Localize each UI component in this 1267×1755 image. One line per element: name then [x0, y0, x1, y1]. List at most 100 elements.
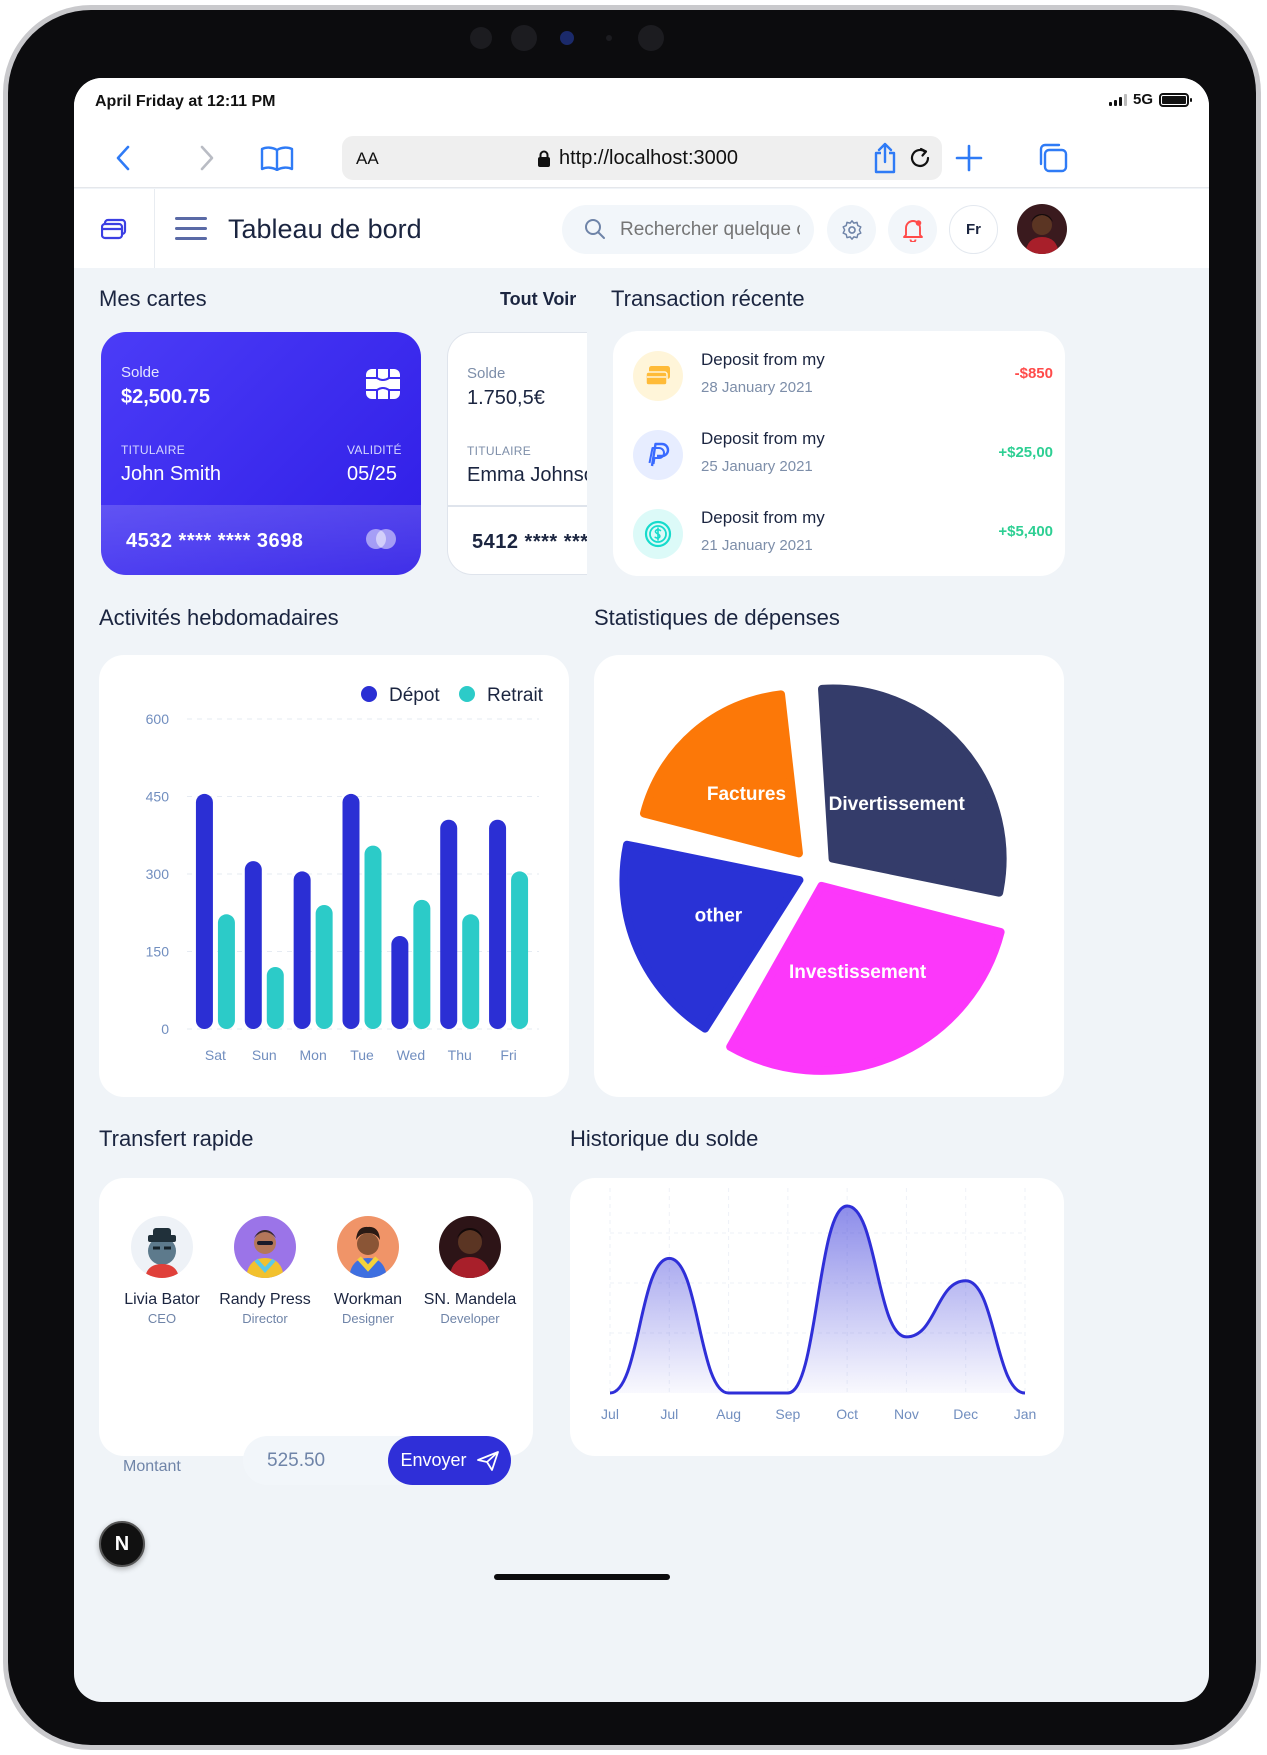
amount-input[interactable]: [267, 1450, 377, 1472]
front-camera: [560, 31, 574, 45]
card-balance: $2,500.75: [121, 386, 210, 408]
bar-retrait[interactable]: [315, 905, 333, 1029]
bar-retrait[interactable]: [462, 914, 480, 1029]
share-icon: [874, 142, 896, 174]
card-holder-label: TITULAIRE: [121, 443, 186, 457]
x-tick-label: Jan: [1014, 1406, 1037, 1422]
x-tick-label: Thu: [448, 1047, 472, 1063]
bar-depot[interactable]: [489, 819, 507, 1029]
card-brand-icon: [366, 529, 396, 549]
bar-depot[interactable]: [244, 861, 262, 1029]
bookmarks-button[interactable]: [255, 136, 299, 180]
dev-indicator-button[interactable]: N: [99, 1521, 145, 1567]
bar-retrait[interactable]: [413, 899, 431, 1029]
credit-card-secondary[interactable]: Solde 1.750,5€ TITULAIRE Emma Johnson 54…: [447, 332, 587, 575]
x-tick-label: Mon: [300, 1047, 327, 1063]
x-tick-label: Nov: [894, 1406, 919, 1422]
settings-button[interactable]: [827, 205, 876, 254]
y-tick-label: 450: [146, 789, 170, 805]
avatar: [234, 1216, 296, 1278]
browser-toolbar: AA http://localhost:3000: [74, 126, 1209, 188]
see-all-link[interactable]: Tout Voir: [500, 289, 577, 309]
paypal-icon: [633, 430, 683, 480]
new-tab-button[interactable]: [947, 136, 991, 180]
pie-slice-investissement[interactable]: [726, 881, 1005, 1075]
contact-role: Designer: [341, 1311, 395, 1326]
transaction-date: 21 January 2021: [701, 537, 813, 554]
legend-swatch: [361, 686, 377, 702]
url-text: http://localhost:3000: [559, 147, 739, 169]
send-button[interactable]: Envoyer: [388, 1436, 511, 1485]
share-button[interactable]: [863, 136, 907, 180]
expenses-chart-panel: Divertissement Investissement other Facture…: [594, 655, 1064, 1097]
transaction-title: Deposit from my: [701, 508, 825, 527]
bar-depot[interactable]: [391, 936, 409, 1029]
bar-retrait[interactable]: [217, 914, 235, 1029]
user-avatar[interactable]: [1017, 204, 1067, 254]
plus-icon: [955, 144, 983, 172]
transfer-section-title: Transfert rapide: [99, 1126, 254, 1151]
contact-randy[interactable]: Randy Press Director: [210, 1216, 320, 1326]
card-number: 4532 **** **** 3698: [126, 530, 304, 552]
search-bar[interactable]: [562, 205, 814, 254]
x-tick-label: Sep: [775, 1406, 800, 1422]
transaction-item[interactable]: Deposit from my 25 January 2021 +$25,00: [633, 427, 1053, 487]
pie-slice-divertissement[interactable]: [818, 684, 1007, 897]
bar-retrait[interactable]: [266, 967, 284, 1029]
language-button[interactable]: Fr: [949, 205, 998, 254]
search-input[interactable]: [620, 219, 800, 241]
contact-mandela[interactable]: SN. Mandela Developer: [415, 1216, 525, 1326]
bar-retrait[interactable]: [511, 871, 529, 1029]
tabs-button[interactable]: [1031, 136, 1075, 180]
legend-label: Retrait: [487, 685, 544, 706]
contact-workman[interactable]: Workman Designer: [313, 1216, 423, 1326]
text-size-button[interactable]: AA: [356, 149, 379, 168]
card-validity: 05/25: [347, 463, 398, 485]
contact-role: Director: [242, 1311, 288, 1326]
contact-livia[interactable]: Livia Bator CEO: [107, 1216, 217, 1326]
tablet-frame: April Friday at 12:11 PM 5G AA: [3, 5, 1261, 1750]
card-holder-label: TITULAIRE: [467, 444, 532, 458]
y-tick-label: 0: [161, 1021, 169, 1037]
x-tick-label: Jul: [660, 1406, 678, 1422]
status-indicators: 5G: [1108, 91, 1192, 108]
bell-icon: [902, 219, 923, 242]
pie-slice-other[interactable]: [619, 840, 804, 1033]
url-display[interactable]: http://localhost:3000: [537, 147, 738, 170]
x-tick-label: Jul: [601, 1406, 619, 1422]
pie-slice-factures[interactable]: [639, 690, 803, 858]
menu-button[interactable]: [175, 217, 207, 241]
cards-section-title: Mes cartes: [99, 286, 207, 311]
card-validity-label: VALIDITÉ: [347, 443, 402, 457]
transaction-item[interactable]: Deposit from my 28 January 2021 -$850: [633, 348, 1053, 408]
pie-label: Factures: [707, 784, 786, 805]
app-logo[interactable]: [74, 189, 155, 268]
bar-depot[interactable]: [195, 793, 213, 1029]
back-button[interactable]: [101, 136, 145, 180]
camera-lens: [511, 25, 537, 51]
bar-depot[interactable]: [293, 871, 311, 1029]
bar-depot[interactable]: [440, 819, 458, 1029]
credit-card-primary[interactable]: Solde $2,500.75 TITULAIRE John Smith VAL…: [101, 332, 421, 575]
y-tick-label: 150: [146, 944, 170, 960]
transaction-title: Deposit from my: [701, 429, 825, 448]
notifications-button[interactable]: [888, 205, 937, 254]
contact-name: Livia Bator: [124, 1291, 200, 1308]
reload-icon[interactable]: [906, 144, 934, 172]
card-balance-label: Solde: [467, 365, 506, 382]
transactions-section-title: Transaction récente: [611, 286, 805, 311]
contact-name: Randy Press: [219, 1291, 311, 1308]
bar-retrait[interactable]: [364, 845, 382, 1029]
forward-button[interactable]: [185, 136, 229, 180]
camera-lens: [638, 25, 664, 51]
lock-icon: [538, 150, 550, 167]
bar-depot[interactable]: [342, 793, 360, 1029]
x-tick-label: Dec: [953, 1406, 978, 1422]
pie-label: other: [695, 905, 743, 926]
status-time: April Friday at 12:11 PM: [95, 93, 276, 110]
weekly-chart-panel: 0 150 300 450 600 Sat Sun Mon Tue Wed Thu Fri Dépo…: [99, 655, 569, 1097]
x-tick-label: Tue: [350, 1047, 374, 1063]
avatar: [337, 1216, 399, 1278]
address-bar[interactable]: AA http://localhost:3000: [342, 136, 942, 180]
transaction-item[interactable]: Deposit from my 21 January 2021 +$5,400: [633, 506, 1053, 566]
